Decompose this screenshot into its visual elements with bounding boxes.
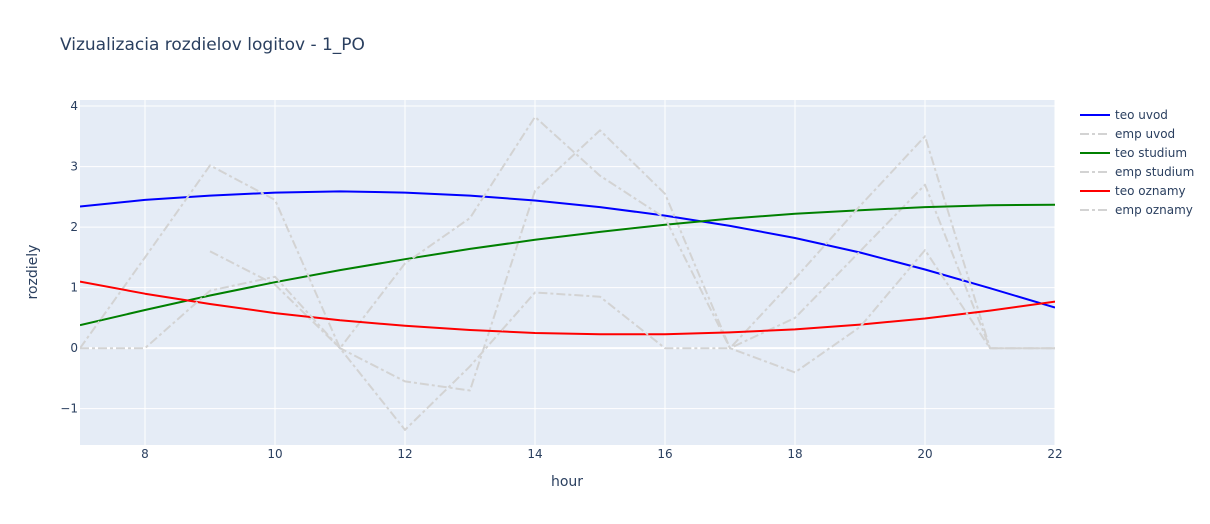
legend-item[interactable]: teo oznamy — [1080, 184, 1186, 198]
series-line-teo-studium — [80, 203, 1055, 327]
x-tick-label: 12 — [397, 447, 412, 461]
legend-label: emp uvod — [1115, 127, 1175, 141]
x-tick-label: 16 — [657, 447, 672, 461]
series-lines — [80, 115, 1055, 431]
legend-item[interactable]: teo uvod — [1080, 108, 1168, 122]
x-tick-label: 18 — [787, 447, 802, 461]
plot-background — [80, 100, 1055, 445]
series-line-teo-uvod — [80, 190, 1055, 309]
x-tick-label: 22 — [1047, 447, 1062, 461]
x-tick-label: 20 — [917, 447, 932, 461]
y-tick-label: −1 — [60, 402, 78, 416]
x-axis-title: hour — [551, 474, 583, 490]
x-axis-ticks: 8 10 12 14 16 18 20 22 — [141, 447, 1062, 461]
legend-label: teo studium — [1115, 146, 1187, 160]
legend-label: emp studium — [1115, 165, 1194, 179]
x-tick-label: 10 — [267, 447, 282, 461]
series-line-emp-studium — [80, 115, 1055, 350]
y-tick-label: 4 — [70, 99, 78, 113]
legend-item[interactable]: emp studium — [1080, 165, 1194, 179]
series-line-emp-oznamy — [80, 249, 1055, 431]
gridlines — [80, 100, 1056, 445]
y-tick-label: 3 — [70, 160, 78, 174]
legend[interactable]: teo uvod emp uvod teo studium emp studium te… — [1080, 108, 1194, 217]
legend-item[interactable]: teo studium — [1080, 146, 1187, 160]
y-tick-label: 2 — [70, 220, 78, 234]
y-tick-label: 1 — [70, 281, 78, 295]
legend-label: teo oznamy — [1115, 184, 1186, 198]
legend-label: emp oznamy — [1115, 203, 1193, 217]
y-tick-label: 0 — [70, 341, 78, 355]
legend-label: teo uvod — [1115, 108, 1168, 122]
x-tick-label: 14 — [527, 447, 542, 461]
series-line-emp-uvod — [209, 129, 1055, 392]
x-tick-label: 8 — [141, 447, 149, 461]
series-line-teo-oznamy — [80, 280, 1055, 336]
legend-item[interactable]: emp oznamy — [1080, 203, 1193, 217]
y-axis-ticks: −1 0 1 2 3 4 — [60, 99, 78, 416]
chart-title: Vizualizacia rozdielov logitov - 1_PO — [60, 35, 365, 55]
legend-item[interactable]: emp uvod — [1080, 127, 1175, 141]
y-axis-title: rozdiely — [25, 245, 41, 300]
